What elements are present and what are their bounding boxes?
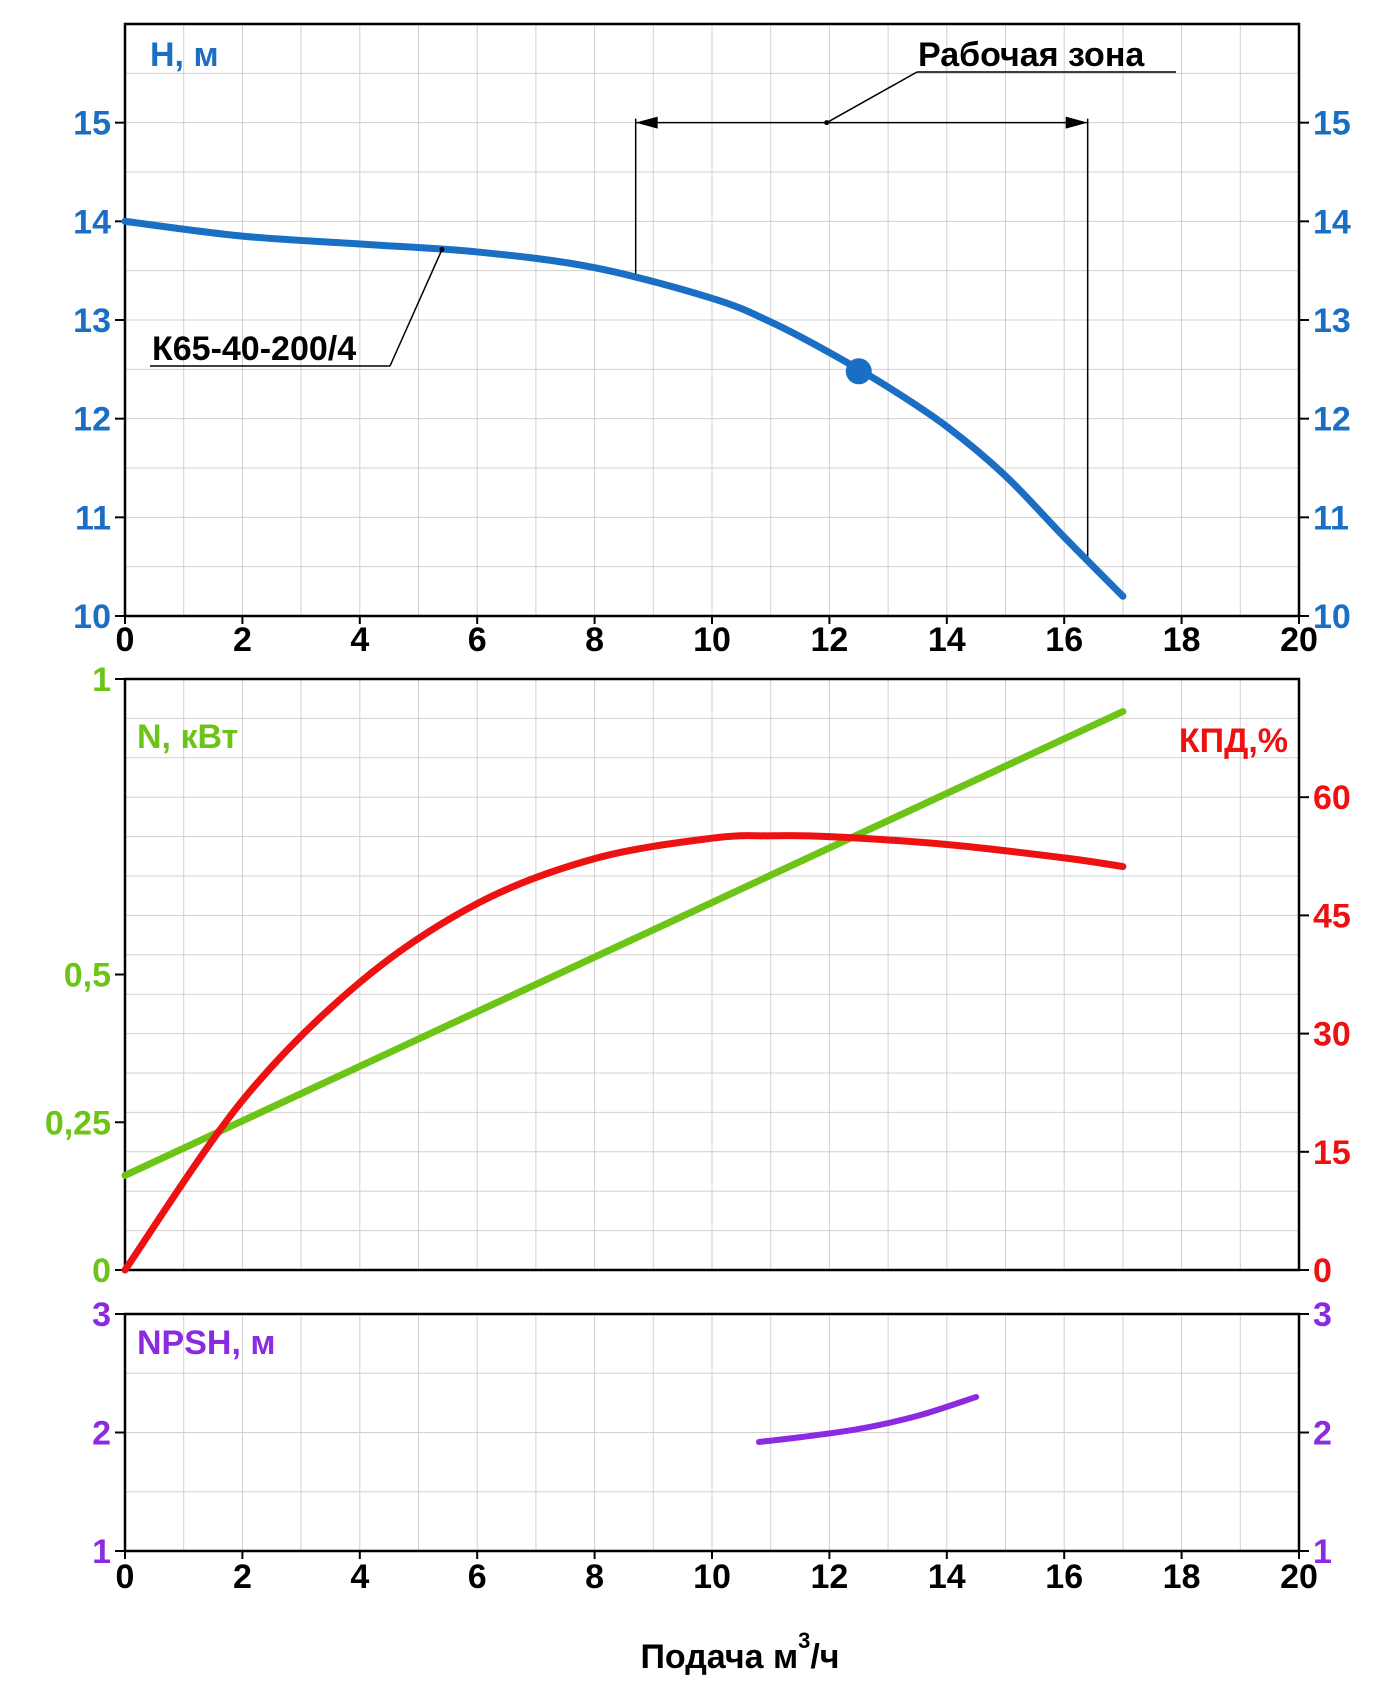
- work-zone-annotation: Рабочая зона: [634, 36, 1176, 561]
- npsh-grid: [124, 1313, 1300, 1552]
- power-y-tick-label: 1: [92, 661, 111, 699]
- power-curve: [121, 708, 1127, 1179]
- operating-point: [845, 358, 872, 385]
- efficiency-y-tick-label: 60: [1313, 779, 1351, 817]
- work-zone-leader: [826, 71, 918, 124]
- head-curve: [121, 217, 1127, 600]
- work-zone-left-arrow: [635, 116, 658, 129]
- npsh-x-ticks: 0 2 4 6 8 10 12 14 16 18 20: [116, 1551, 1318, 1596]
- head-y-tick-label: 13: [1313, 302, 1351, 340]
- power-axis-label: N, кВт: [137, 718, 238, 756]
- x-tick-label: 10: [693, 621, 731, 659]
- npsh-y-tick-label: 2: [1313, 1415, 1332, 1453]
- npsh-panel: 0 2 4 6 8 10 12 14 16 18 20 123 123 NPSH, м: [92, 1296, 1332, 1596]
- x-tick-label: 12: [810, 1558, 848, 1596]
- power-y-tick-label: 0,5: [64, 957, 111, 995]
- npsh-y-tick-label: 2: [92, 1415, 111, 1453]
- x-tick-label: 4: [350, 1558, 369, 1596]
- x-tick-label: 18: [1163, 1558, 1201, 1596]
- head-y-tick-label: 15: [73, 105, 111, 143]
- head-y-tick-label: 14: [73, 203, 111, 241]
- x-axis-title-superscript: 3: [798, 1628, 810, 1653]
- head-y-tick-label: 12: [73, 401, 111, 439]
- x-tick-label: 20: [1280, 621, 1318, 659]
- head-y-tick-label: 13: [73, 302, 111, 340]
- head-y-tick-label: 11: [1313, 499, 1349, 537]
- x-tick-label: 12: [810, 621, 848, 659]
- x-tick-label: 10: [693, 1558, 731, 1596]
- model-leader-dot: [439, 247, 445, 253]
- head-axis-label: H, м: [150, 36, 219, 74]
- power-y-ticks: 0 0,25 0,5 1: [45, 661, 125, 1290]
- x-tick-label: 0: [116, 621, 135, 659]
- npsh-y-tick-label: 3: [1313, 1296, 1332, 1334]
- efficiency-y-tick-label: 15: [1313, 1134, 1351, 1172]
- x-tick-label: 6: [468, 1558, 487, 1596]
- npsh-y-ticks-right: 1 2 3: [1299, 1296, 1332, 1571]
- head-y-tick-label: 10: [73, 598, 111, 636]
- efficiency-y-ticks: 0 15 30 45 60: [1299, 779, 1351, 1290]
- x-tick-label: 14: [928, 1558, 966, 1596]
- head-y-tick-label: 11: [75, 499, 111, 537]
- head-y-ticks-left: 10 11 12 13 14 15: [73, 105, 125, 636]
- x-tick-label: 8: [585, 1558, 604, 1596]
- x-axis-title: Подача м3/ч: [640, 1628, 839, 1676]
- x-tick-label: 2: [233, 621, 252, 659]
- work-zone-right-arrow: [1065, 116, 1088, 129]
- npsh-y-tick-label: 1: [1313, 1533, 1332, 1571]
- x-tick-label: 2: [233, 1558, 252, 1596]
- x-tick-label: 16: [1045, 1558, 1083, 1596]
- x-axis-title-main: Подача м: [640, 1638, 798, 1676]
- x-tick-label: 0: [116, 1558, 135, 1596]
- head-y-tick-label: 15: [1313, 105, 1351, 143]
- work-zone-leader-dot: [824, 120, 830, 126]
- head-y-tick-label: 14: [1313, 203, 1351, 241]
- x-tick-label: 8: [585, 621, 604, 659]
- efficiency-y-tick-label: 45: [1313, 897, 1351, 935]
- head-grid: [124, 23, 1300, 617]
- x-tick-label: 20: [1280, 1558, 1318, 1596]
- x-tick-label: 18: [1163, 621, 1201, 659]
- x-axis-title-suffix: /ч: [810, 1638, 839, 1676]
- efficiency-y-tick-label: 0: [1313, 1252, 1332, 1290]
- efficiency-y-tick-label: 30: [1313, 1016, 1351, 1054]
- work-zone-label: Рабочая зона: [918, 36, 1145, 74]
- npsh-curve: [755, 1393, 980, 1445]
- head-y-tick-label: 10: [1313, 598, 1351, 636]
- power-efficiency-panel: 0 0,25 0,5 1 0 15 30 45 60 N, кВт КПД,%: [45, 661, 1351, 1290]
- head-y-tick-label: 12: [1313, 401, 1351, 439]
- efficiency-curve: [121, 832, 1127, 1274]
- efficiency-axis-label: КПД,%: [1179, 722, 1288, 760]
- head-x-ticks: 0 2 4 6 8 10 12 14 16 18 20: [116, 616, 1318, 659]
- npsh-y-ticks-left: 1 2 3: [92, 1296, 125, 1571]
- power-y-tick-label: 0,25: [45, 1104, 111, 1142]
- head-y-ticks-right: 10 11 12 13 14 15: [1299, 105, 1351, 636]
- model-label: К65-40-200/4: [152, 330, 356, 368]
- x-tick-label: 16: [1045, 621, 1083, 659]
- x-tick-label: 4: [350, 621, 369, 659]
- npsh-axis-label: NPSH, м: [137, 1324, 276, 1362]
- npsh-y-tick-label: 1: [92, 1533, 111, 1571]
- x-tick-label: 14: [928, 621, 966, 659]
- x-tick-label: 6: [468, 621, 487, 659]
- model-annotation: К65-40-200/4: [150, 247, 445, 368]
- model-leader: [389, 249, 443, 367]
- power-efficiency-grid: [124, 678, 1300, 1271]
- power-y-tick-label: 0: [92, 1252, 111, 1290]
- npsh-y-tick-label: 3: [92, 1296, 111, 1334]
